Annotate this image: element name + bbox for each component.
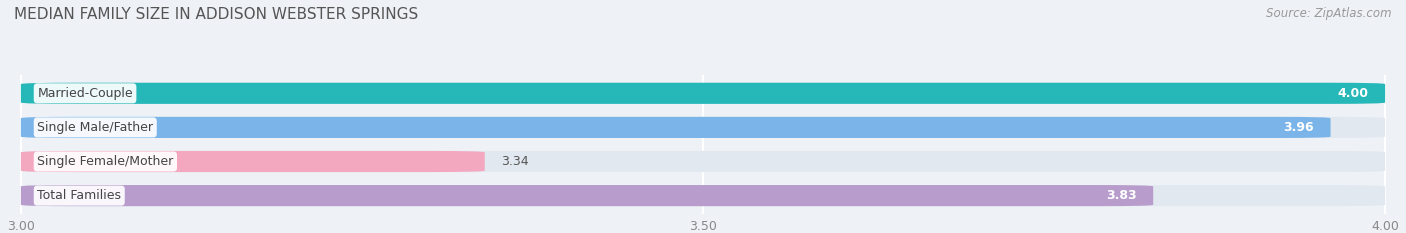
Text: Married-Couple: Married-Couple	[37, 87, 134, 100]
FancyBboxPatch shape	[21, 151, 1385, 172]
FancyBboxPatch shape	[21, 185, 1385, 206]
FancyBboxPatch shape	[21, 117, 1330, 138]
FancyBboxPatch shape	[21, 117, 1385, 138]
Text: Single Female/Mother: Single Female/Mother	[37, 155, 173, 168]
FancyBboxPatch shape	[21, 185, 1153, 206]
Text: 3.96: 3.96	[1284, 121, 1315, 134]
FancyBboxPatch shape	[21, 83, 1385, 104]
Text: 3.83: 3.83	[1107, 189, 1137, 202]
Text: 4.00: 4.00	[1337, 87, 1369, 100]
FancyBboxPatch shape	[21, 151, 485, 172]
FancyBboxPatch shape	[21, 83, 1385, 104]
Text: Single Male/Father: Single Male/Father	[37, 121, 153, 134]
Text: Total Families: Total Families	[37, 189, 121, 202]
Text: Source: ZipAtlas.com: Source: ZipAtlas.com	[1267, 7, 1392, 20]
Text: MEDIAN FAMILY SIZE IN ADDISON WEBSTER SPRINGS: MEDIAN FAMILY SIZE IN ADDISON WEBSTER SP…	[14, 7, 419, 22]
Text: 3.34: 3.34	[501, 155, 529, 168]
